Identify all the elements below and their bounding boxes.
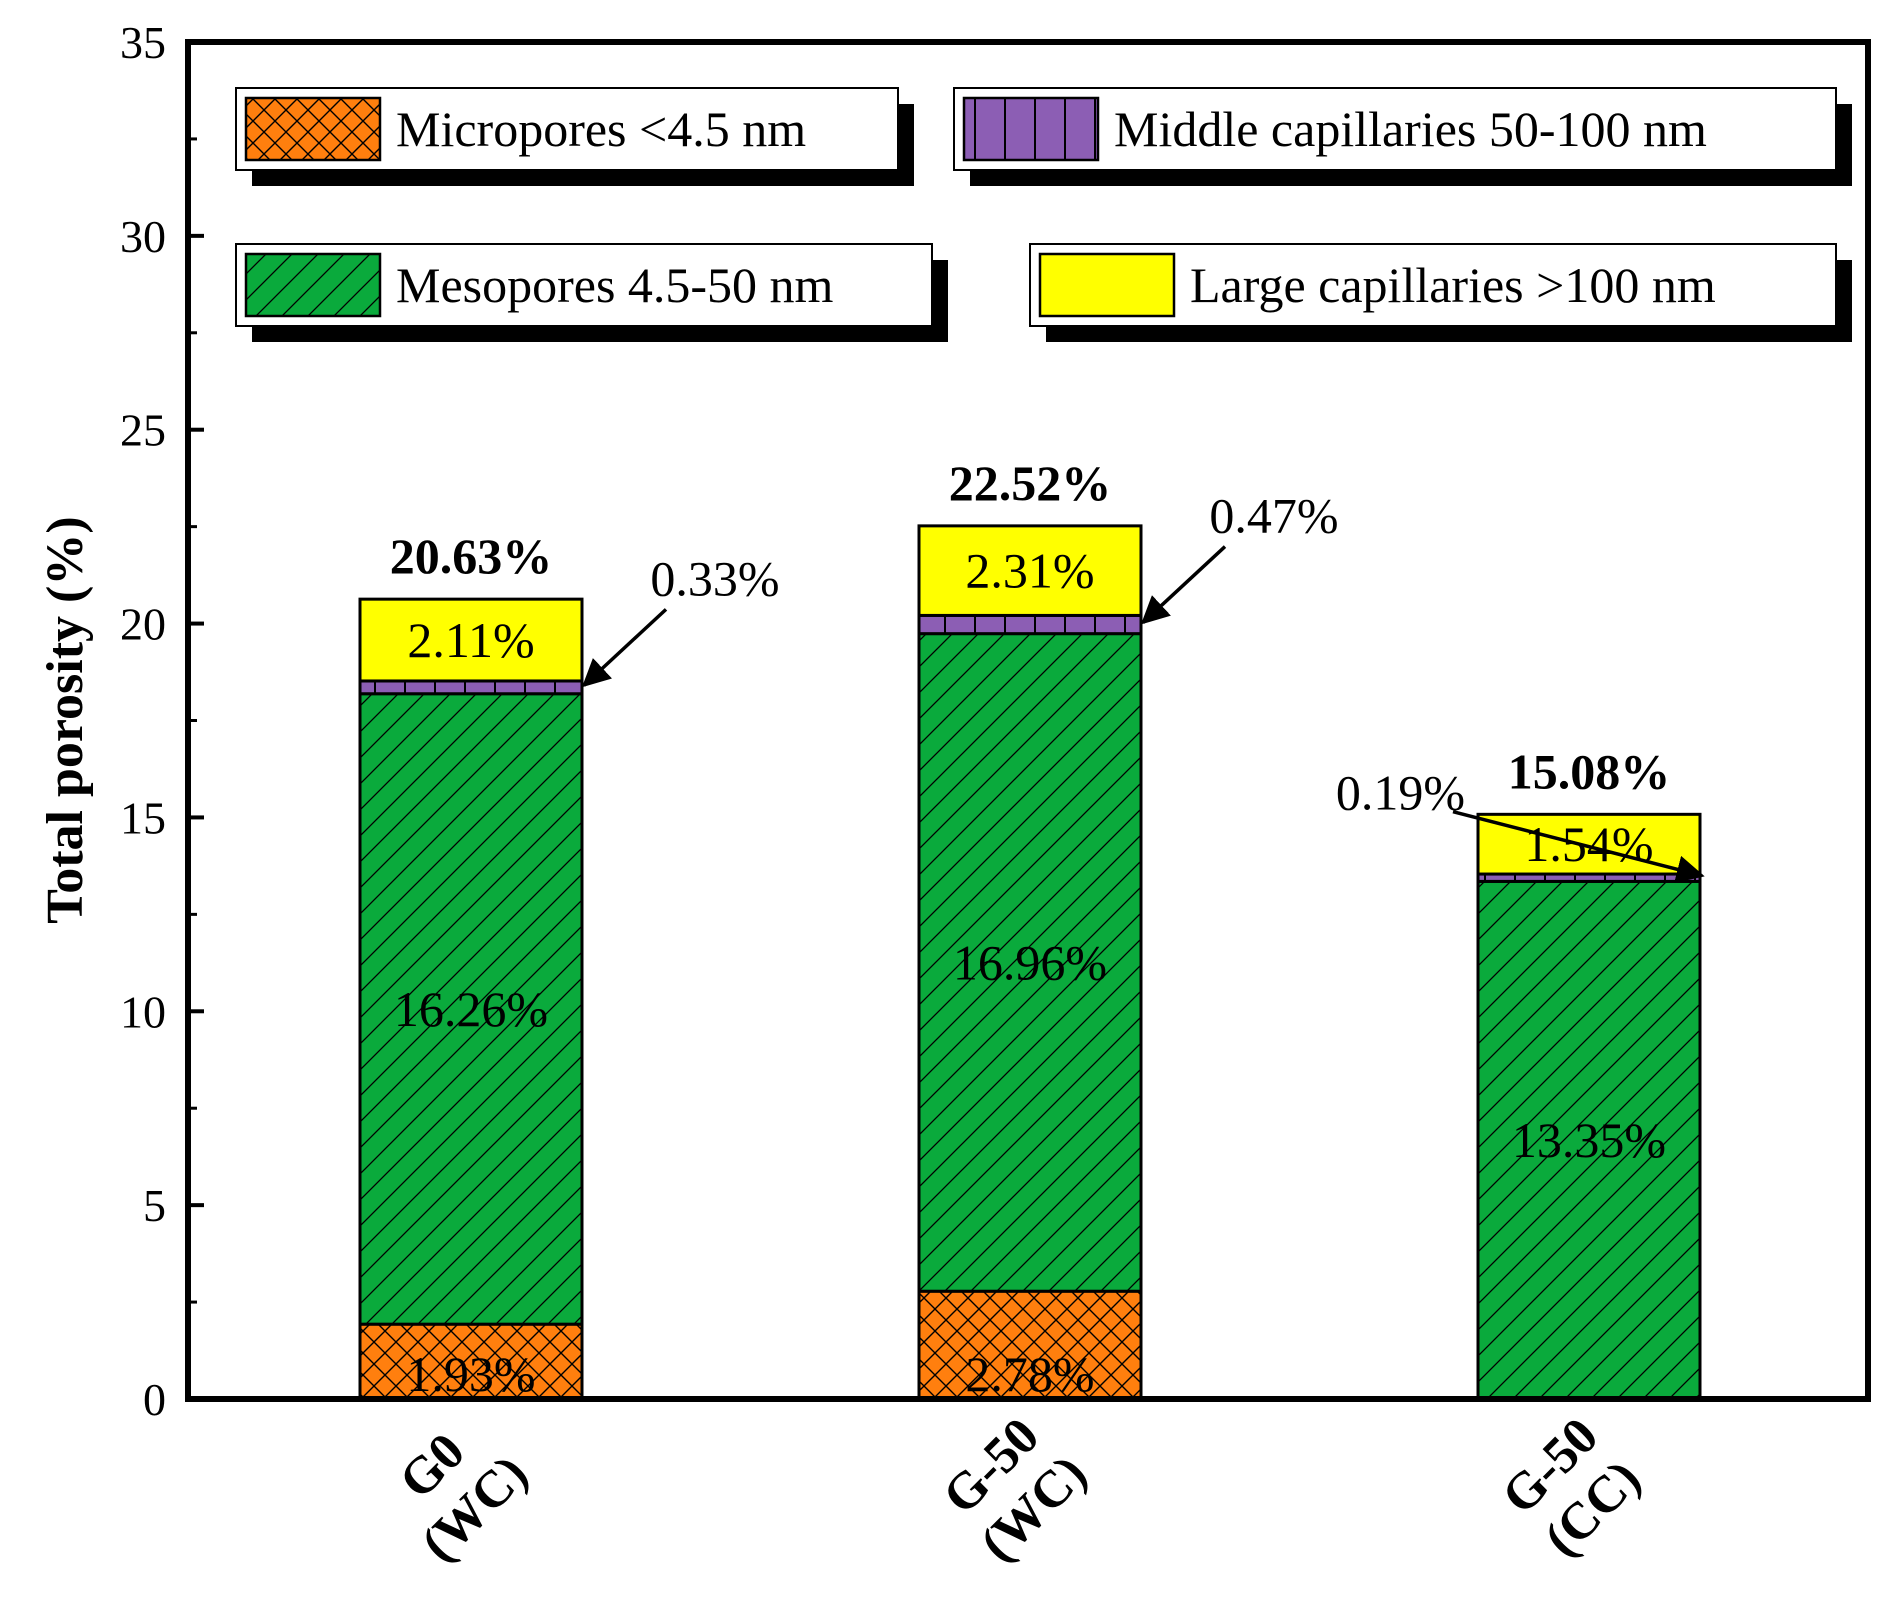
bar-1-callout-label: 0.33% [650, 550, 779, 606]
bar-1-segment-1-pattern [360, 1324, 582, 1399]
bar-1-total-label: 20.63% [390, 528, 553, 584]
legend-item-2-box [953, 87, 1837, 171]
bar-3-segment-2-pattern [1478, 881, 1700, 1399]
labels-layer: 1.93% 16.26% 2.11% 20.63% 0.33% 2.78% 16.96% 2.… [390, 455, 1705, 1402]
legend-item-3: Mesopores 4.5-50 nm [235, 243, 948, 342]
legend-item-2-swatch-outline [962, 96, 1100, 162]
legend-item-1-swatch-pattern [246, 98, 380, 160]
legend-item-3-swatch-pattern [246, 254, 380, 316]
bar-1-segment-1-label: 1.93% [406, 1346, 535, 1402]
bar-2-segment-4 [919, 525, 1141, 616]
bar-3-callout-arrow [1452, 810, 1705, 884]
legend-item-4-label: Large capillaries >100 nm [1190, 257, 1716, 313]
bar-3-segment-2-label: 13.35% [1512, 1112, 1666, 1168]
bar-2-segment-3-pattern [919, 615, 1141, 634]
bar-1-segment-2-label: 16.26% [394, 981, 548, 1037]
bar-1-segment-3-pattern [360, 680, 582, 694]
category-2: G-50(WC) [932, 1407, 1097, 1572]
y-tick-label-25: 25 [120, 405, 166, 456]
bar-2-segment-4-label: 2.31% [965, 543, 1094, 599]
y-tick-label-10: 10 [120, 986, 166, 1037]
legend-item-3-swatch-outline [244, 252, 382, 318]
bar-1-callout-arrow [581, 608, 668, 688]
bar-1-segment-4 [360, 599, 582, 681]
y-axis: 0 5 10 15 20 25 30 35 [120, 17, 204, 1425]
bars-layer [358, 524, 1702, 1401]
category-1: G0(WC) [389, 1423, 539, 1573]
y-tick-label-30: 30 [120, 211, 166, 262]
legend-item-2-label: Middle capillaries 50-100 nm [1114, 101, 1707, 157]
bar-2-callout-arrow [1140, 545, 1227, 625]
legend-item-2-swatch-pattern [964, 98, 1098, 160]
bar-2-segment-1-pattern [919, 1291, 1141, 1399]
y-axis-label: Total porosity (%) [37, 516, 94, 923]
legend-item-4: Large capillaries >100 nm [1029, 243, 1852, 342]
legend-item-1-label: Micropores <4.5 nm [396, 101, 806, 157]
bar-2-total-label: 22.52% [949, 455, 1112, 511]
bar-1-segment-2-pattern [360, 693, 582, 1325]
bar-2-segment-2-label: 16.96% [953, 934, 1107, 990]
y-tick-label-35: 35 [120, 17, 166, 68]
x-axis-categories: G0(WC) G-50(WC) G-50(CC) [389, 1407, 1652, 1573]
bar-3-callout-label: 0.19% [1336, 764, 1465, 820]
bar-1-segment-4-label: 2.11% [407, 612, 534, 668]
legend-item-2: Middle capillaries 50-100 nm [953, 87, 1852, 186]
bar-3-segment-4-label: 1.54% [1524, 816, 1653, 872]
bar-1-segment-4-outline [358, 597, 584, 683]
bar-2-segment-2-pattern [919, 633, 1141, 1292]
y-tick-label-15: 15 [120, 792, 166, 843]
bar-3-segment-4-outline [1476, 812, 1702, 876]
y-tick-label-20: 20 [120, 599, 166, 650]
bar-2-segment-1-label: 2.78% [965, 1346, 1094, 1402]
bar-2-segment-4-outline [917, 524, 1143, 617]
legend-item-4-swatch-outline [1038, 252, 1176, 318]
category-3: G-50(CC) [1491, 1407, 1651, 1567]
y-tick-label-5: 5 [143, 1180, 166, 1231]
legend-item-4-swatch [1040, 254, 1174, 316]
bar-3-segment-3-pattern [1478, 874, 1700, 882]
legend-item-3-label: Mesopores 4.5-50 nm [396, 257, 834, 313]
y-tick-label-0: 0 [143, 1374, 166, 1425]
legend-item-1-swatch-outline [244, 96, 382, 162]
bar-3-total-label: 15.08% [1508, 743, 1671, 799]
bar-2-callout-label: 0.47% [1209, 488, 1338, 544]
legend: Micropores <4.5 nm Middle capillaries 50-… [235, 87, 1852, 342]
legend-item-1: Micropores <4.5 nm [235, 87, 914, 186]
